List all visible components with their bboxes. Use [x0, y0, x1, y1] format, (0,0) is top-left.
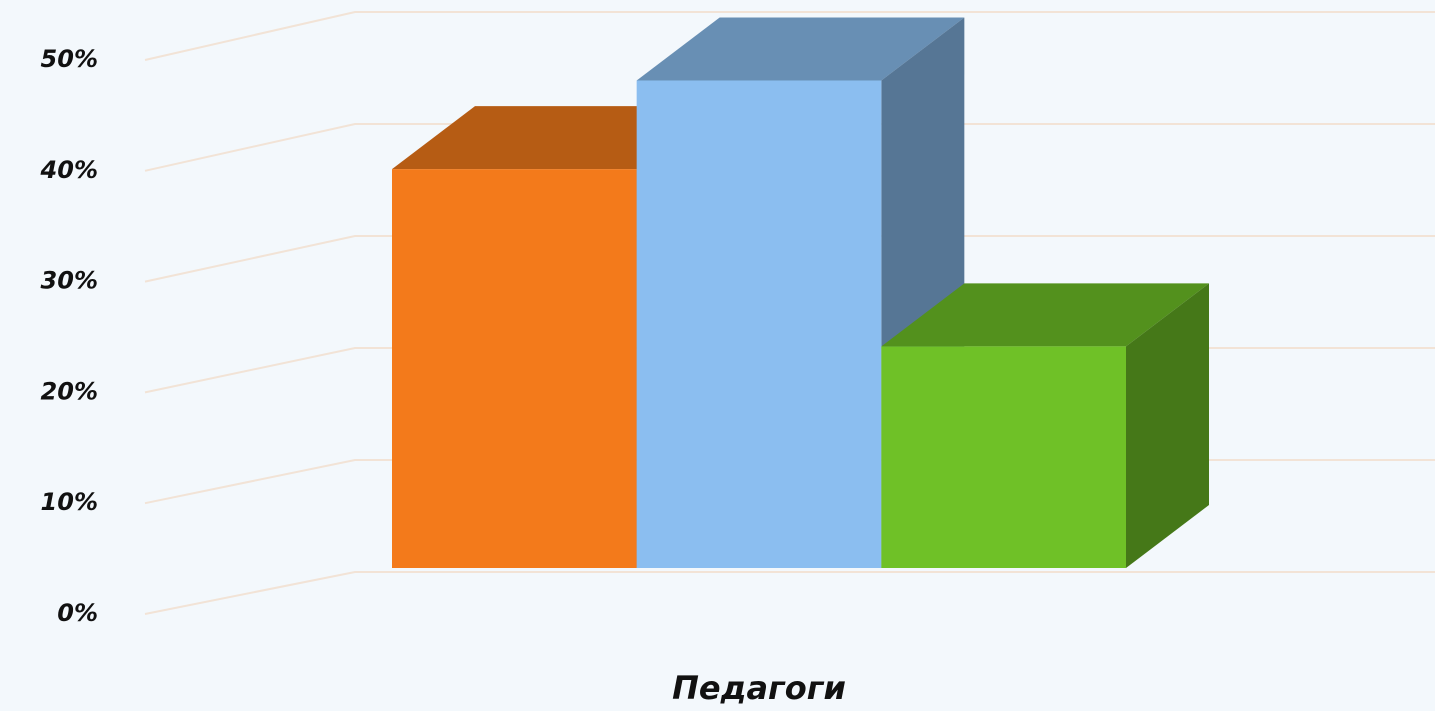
x-tick-label: Педагоги — [672, 669, 846, 707]
bar — [392, 169, 637, 568]
y-tick-label: 10% — [41, 488, 98, 516]
y-tick-label: 20% — [41, 377, 98, 405]
grid-line — [144, 123, 1435, 172]
y-tick-label: 30% — [41, 267, 98, 295]
y-tick-label: 40% — [40, 156, 98, 184]
grid-line — [144, 571, 1435, 615]
grid-line — [144, 11, 1435, 61]
bar — [636, 80, 882, 568]
bar-top — [881, 283, 1209, 347]
bar — [881, 346, 1126, 568]
bar-top — [636, 17, 965, 81]
y-tick-label: 0% — [57, 599, 98, 627]
grid-line — [144, 235, 1435, 283]
bar-side — [1126, 283, 1209, 568]
y-tick-label: 50% — [41, 45, 98, 73]
